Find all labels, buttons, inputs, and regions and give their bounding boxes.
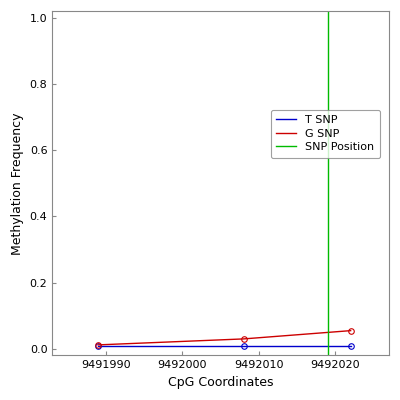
G SNP [241,336,246,341]
G SNP [348,328,353,333]
Legend: T SNP, G SNP, SNP Position: T SNP, G SNP, SNP Position [271,110,380,158]
Line: G SNP: G SNP [96,328,354,348]
G SNP [96,342,100,347]
Y-axis label: Methylation Frequency: Methylation Frequency [11,112,24,254]
T SNP [96,343,100,348]
Line: T SNP: T SNP [96,343,354,348]
T SNP [348,343,353,348]
X-axis label: CpG Coordinates: CpG Coordinates [168,376,273,389]
T SNP [241,343,246,348]
